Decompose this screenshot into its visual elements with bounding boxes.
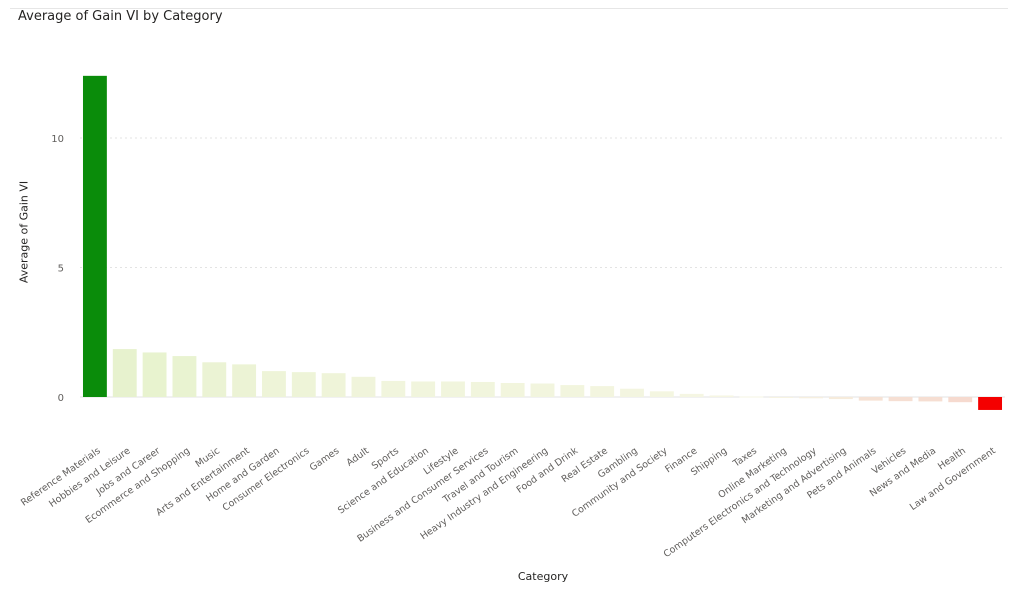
bar[interactable]: [172, 356, 197, 397]
y-axis-ticks: 0 5 10: [51, 134, 64, 404]
bar[interactable]: [769, 397, 794, 398]
bar[interactable]: [888, 397, 913, 402]
bar[interactable]: [112, 349, 137, 397]
bar[interactable]: [948, 397, 973, 403]
bar[interactable]: [530, 383, 555, 397]
bar[interactable]: [739, 396, 764, 398]
bar[interactable]: [620, 388, 644, 397]
y-tick-label: 10: [51, 134, 64, 145]
bar[interactable]: [202, 362, 227, 397]
x-tick-label: Adult: [345, 445, 372, 468]
bar[interactable]: [441, 381, 465, 397]
bar[interactable]: [232, 364, 257, 397]
bar[interactable]: [411, 381, 436, 397]
bar[interactable]: [679, 393, 704, 397]
bar[interactable]: [381, 380, 406, 397]
bar[interactable]: [351, 376, 376, 397]
bars: [82, 75, 1003, 410]
bar[interactable]: [142, 352, 167, 397]
bar[interactable]: [799, 397, 823, 399]
bar[interactable]: [470, 381, 495, 397]
y-tick-label: 0: [58, 393, 64, 404]
bar[interactable]: [828, 397, 853, 400]
chart-title: Average of Gain VI by Category: [18, 9, 223, 24]
bar[interactable]: [262, 371, 286, 397]
bar[interactable]: [590, 386, 615, 397]
bar[interactable]: [291, 372, 316, 397]
bar[interactable]: [500, 383, 525, 397]
bar[interactable]: [978, 397, 1003, 410]
header-divider: [10, 8, 1008, 9]
bar[interactable]: [321, 373, 346, 397]
bar[interactable]: [82, 75, 107, 397]
x-axis-title: Category: [517, 570, 569, 583]
bar[interactable]: [918, 397, 943, 402]
bar[interactable]: [709, 395, 734, 397]
bar[interactable]: [649, 391, 674, 397]
bar[interactable]: [858, 397, 883, 401]
bar[interactable]: [560, 385, 585, 397]
gridlines: [80, 137, 1005, 398]
x-tick-label: Games: [308, 445, 342, 473]
y-tick-label: 5: [58, 264, 64, 275]
